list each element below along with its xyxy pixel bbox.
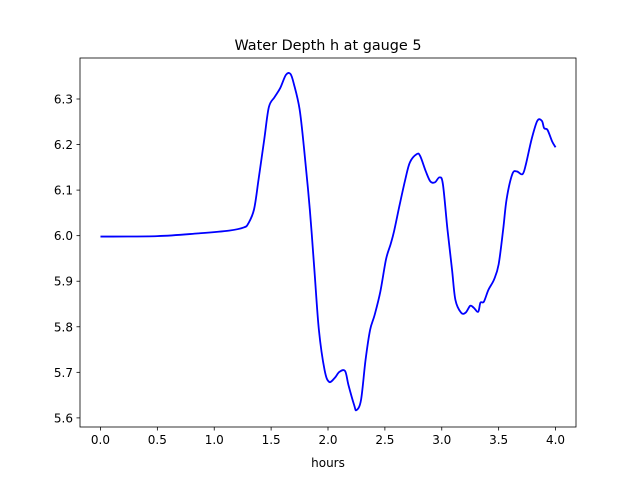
axes-frame [79,57,577,428]
x-axis-label: hours [311,456,345,470]
x-tick-label: 4.0 [546,433,565,447]
x-tick-label: 0.0 [91,433,110,447]
x-tick-label: 1.5 [262,433,281,447]
x-axis: 0.0 0.5 1.0 1.5 2.0 2.5 3.0 3.5 4.0 [91,427,565,447]
x-tick-label: 3.5 [489,433,508,447]
x-tick-label: 0.5 [148,433,167,447]
y-tick-label: 5.7 [54,366,73,380]
y-tick-label: 5.6 [54,411,73,425]
y-tick-label: 6.3 [54,93,73,107]
x-tick-label: 2.5 [375,433,394,447]
y-tick-label: 5.8 [54,320,73,334]
series-group [100,72,557,412]
y-tick-label: 6.0 [54,229,73,243]
y-tick-label: 6.1 [54,184,73,198]
x-tick-label: 3.0 [432,433,451,447]
y-tick-label: 6.2 [54,138,73,152]
x-tick-label: 2.0 [318,433,337,447]
chart-title: Water Depth h at gauge 5 [234,38,421,54]
y-axis: 5.6 5.7 5.8 5.9 6.0 6.1 6.2 6.3 [54,93,80,425]
x-tick-label: 1.0 [205,433,224,447]
y-tick-label: 5.9 [54,275,73,289]
series-line-h [100,72,557,412]
